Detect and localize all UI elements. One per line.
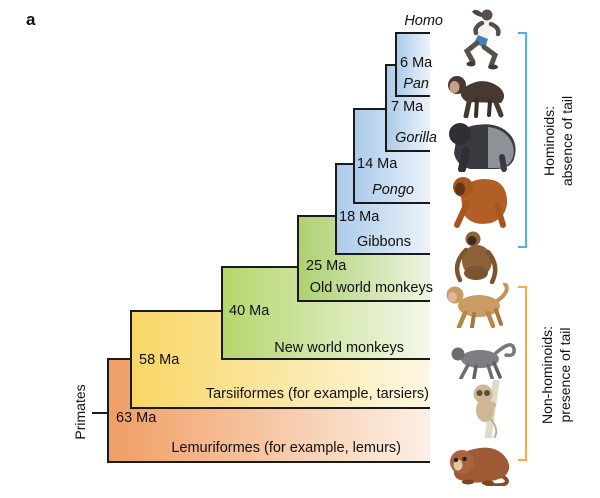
- non-hominoids-bracket: [518, 286, 527, 461]
- new-world-monkey-illustration: [451, 343, 516, 379]
- hominoids-label-line1: Hominoids:: [540, 105, 557, 177]
- node-label-7ma: 7 Ma: [391, 99, 424, 115]
- node-label-14ma: 14 Ma: [357, 156, 398, 172]
- lemur-illustration: [450, 447, 510, 486]
- taxon-label-lemuriformes: Lemuriformes (for example, lemurs): [171, 440, 401, 456]
- root-label-primates: Primates: [71, 384, 88, 440]
- running-human-illustration: [463, 9, 501, 70]
- taxon-label-gorilla: Gorilla: [395, 130, 437, 146]
- taxon-label-gibbons: Gibbons: [356, 234, 411, 250]
- hominoids-bracket-label: Hominoids: absence of tail: [540, 96, 576, 186]
- chimpanzee-illustration: [448, 76, 505, 118]
- non-hominoids-bracket-label: Non-hominoids: presence of tail: [538, 326, 574, 424]
- taxon-label-new-world-monkeys: New world monkeys: [274, 340, 404, 356]
- non-hominoids-label-line1: Non-hominoids:: [538, 325, 555, 425]
- node-label-25ma: 25 Ma: [306, 258, 347, 274]
- taxon-label-pan: Pan: [403, 76, 429, 92]
- node-label-6ma: 6 Ma: [400, 55, 433, 71]
- gibbon-illustration: [454, 231, 498, 284]
- orangutan-illustration: [453, 177, 508, 228]
- hominoids-bracket: [518, 32, 527, 248]
- gorilla-illustration: [449, 123, 516, 172]
- node-label-63ma: 63 Ma: [116, 410, 157, 426]
- hominoids-label-line2: absence of tail: [559, 95, 575, 187]
- node-label-18ma: 18 Ma: [339, 209, 380, 225]
- non-hominoids-label-line2: presence of tail: [557, 327, 573, 423]
- taxon-label-pongo: Pongo: [372, 182, 414, 198]
- taxon-label-homo: Homo: [404, 13, 443, 29]
- taxon-label-old-world-monkeys: Old world monkeys: [309, 280, 433, 296]
- tarsier-illustration: [473, 380, 500, 438]
- node-label-58ma: 58 Ma: [139, 352, 180, 368]
- root-branch-line: [92, 412, 107, 414]
- node-label-40ma: 40 Ma: [229, 303, 270, 319]
- panel-label: a: [26, 10, 36, 29]
- clade-rect-6ma-homo-pan: [395, 32, 430, 97]
- taxon-label-tarsiiformes: Tarsiiformes (for example, tarsiers): [205, 386, 429, 402]
- macaque-illustration: [446, 283, 509, 328]
